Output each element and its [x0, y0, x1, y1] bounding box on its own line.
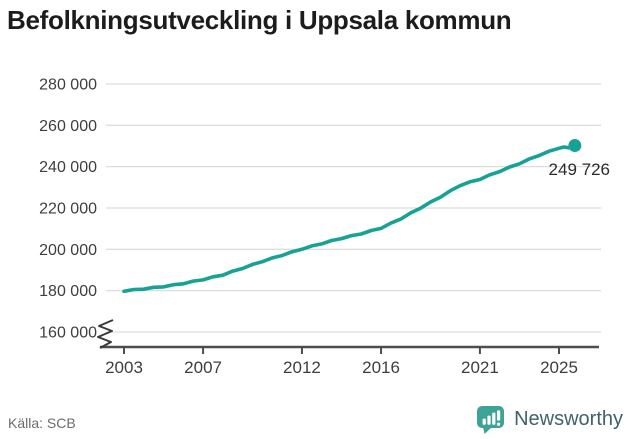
newsworthy-logo[interactable]: Newsworthy — [476, 404, 623, 435]
end-point-marker — [568, 139, 582, 153]
population-line — [122, 144, 575, 294]
x-axis-tick-label: 2003 — [105, 358, 143, 377]
x-axis-tick-label: 2007 — [184, 358, 222, 377]
newsworthy-wordmark: Newsworthy — [514, 408, 623, 430]
y-axis-tick-label: 180 000 — [39, 283, 97, 300]
x-axis-tick-label: 2016 — [362, 358, 400, 377]
y-axis-tick-label: 220 000 — [39, 200, 97, 217]
chart-canvas: 280 000 260 000 240 000 220 000 200 000 180 0… — [39, 77, 610, 378]
x-axis-tick-label: 2012 — [283, 358, 321, 377]
y-axis-tick-label: 160 000 — [39, 324, 97, 341]
x-axis-tick-label: 2021 — [461, 358, 499, 377]
newsworthy-bars-icon — [477, 406, 505, 434]
y-axis-tick-label: 200 000 — [39, 242, 97, 259]
chart-title: Befolkningsutveckling i Uppsala kommun — [7, 5, 512, 35]
source-attribution: Källa: SCB — [8, 415, 76, 431]
y-axis-tick-label: 280 000 — [39, 77, 97, 94]
end-value-label: 249 726 — [549, 160, 610, 179]
y-axis-tick-label: 260 000 — [39, 118, 97, 135]
axis-break-icon — [97, 319, 114, 349]
x-axis-tick-label: 2025 — [540, 358, 578, 377]
y-axis-tick-label: 240 000 — [39, 159, 97, 176]
